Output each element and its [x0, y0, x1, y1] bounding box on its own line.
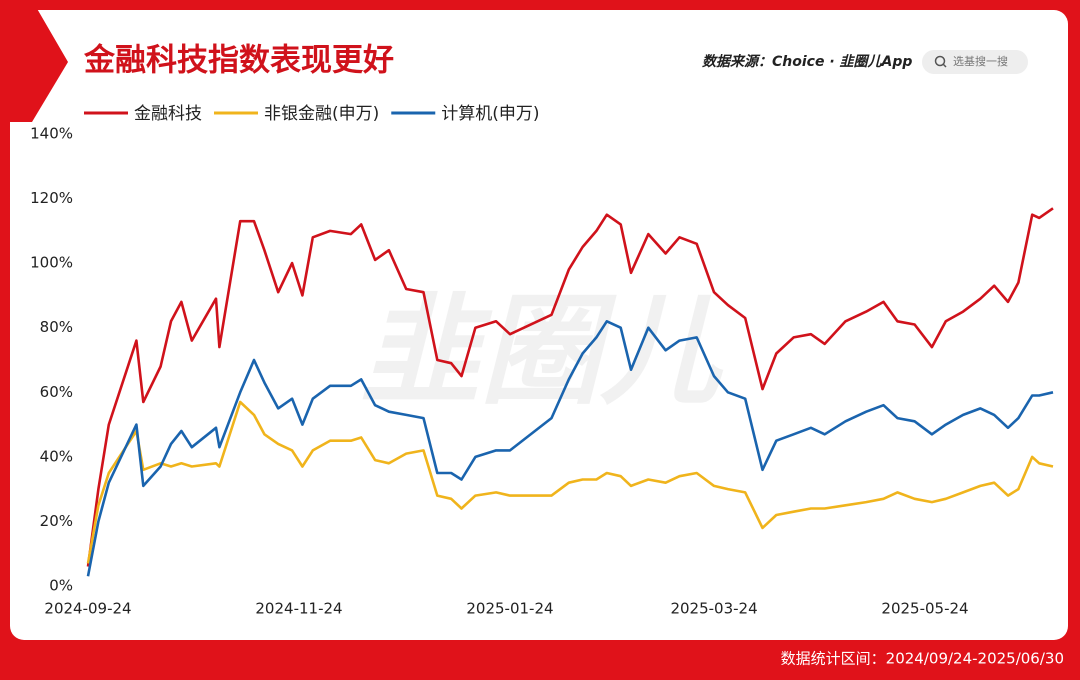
y-tick-label: 140% — [30, 125, 73, 143]
corner — [0, 0, 68, 122]
card — [10, 10, 1068, 640]
y-tick-label: 100% — [30, 254, 73, 272]
y-tick-label: 20% — [40, 512, 73, 530]
legend-label: 金融科技 — [134, 104, 202, 124]
watermark: 韭圈儿 — [360, 283, 724, 422]
x-tick-label: 2025-01-24 — [466, 600, 553, 618]
y-tick-label: 80% — [40, 318, 73, 336]
legend-label: 计算机(申万) — [441, 104, 539, 124]
x-tick-label: 2024-09-24 — [44, 600, 131, 618]
y-tick-label: 60% — [40, 383, 73, 401]
x-tick-label: 2025-03-24 — [670, 600, 757, 618]
search-icon — [934, 55, 946, 67]
x-tick-label: 2025-05-24 — [881, 600, 968, 618]
chart-title: 金融科技指数表现更好 — [83, 43, 394, 79]
series-line — [86, 207, 1054, 567]
y-tick-label: 120% — [30, 189, 73, 207]
source: 数据来源：Choice · 韭圈儿App — [702, 53, 912, 70]
search-icon — [942, 63, 947, 68]
search-placeholder: 选基搜一搜 — [953, 54, 1008, 68]
search-box[interactable] — [922, 50, 1028, 74]
series-line — [86, 320, 1054, 577]
series-line — [86, 400, 1054, 564]
x-tick-label: 2024-11-24 — [255, 600, 342, 618]
footer: 数据统计区间：2024/09/24-2025/06/30 — [781, 650, 1064, 668]
y-tick-label: 40% — [40, 447, 73, 465]
y-tick-label: 0% — [49, 577, 73, 595]
legend-label: 非银金融(申万) — [264, 104, 379, 124]
